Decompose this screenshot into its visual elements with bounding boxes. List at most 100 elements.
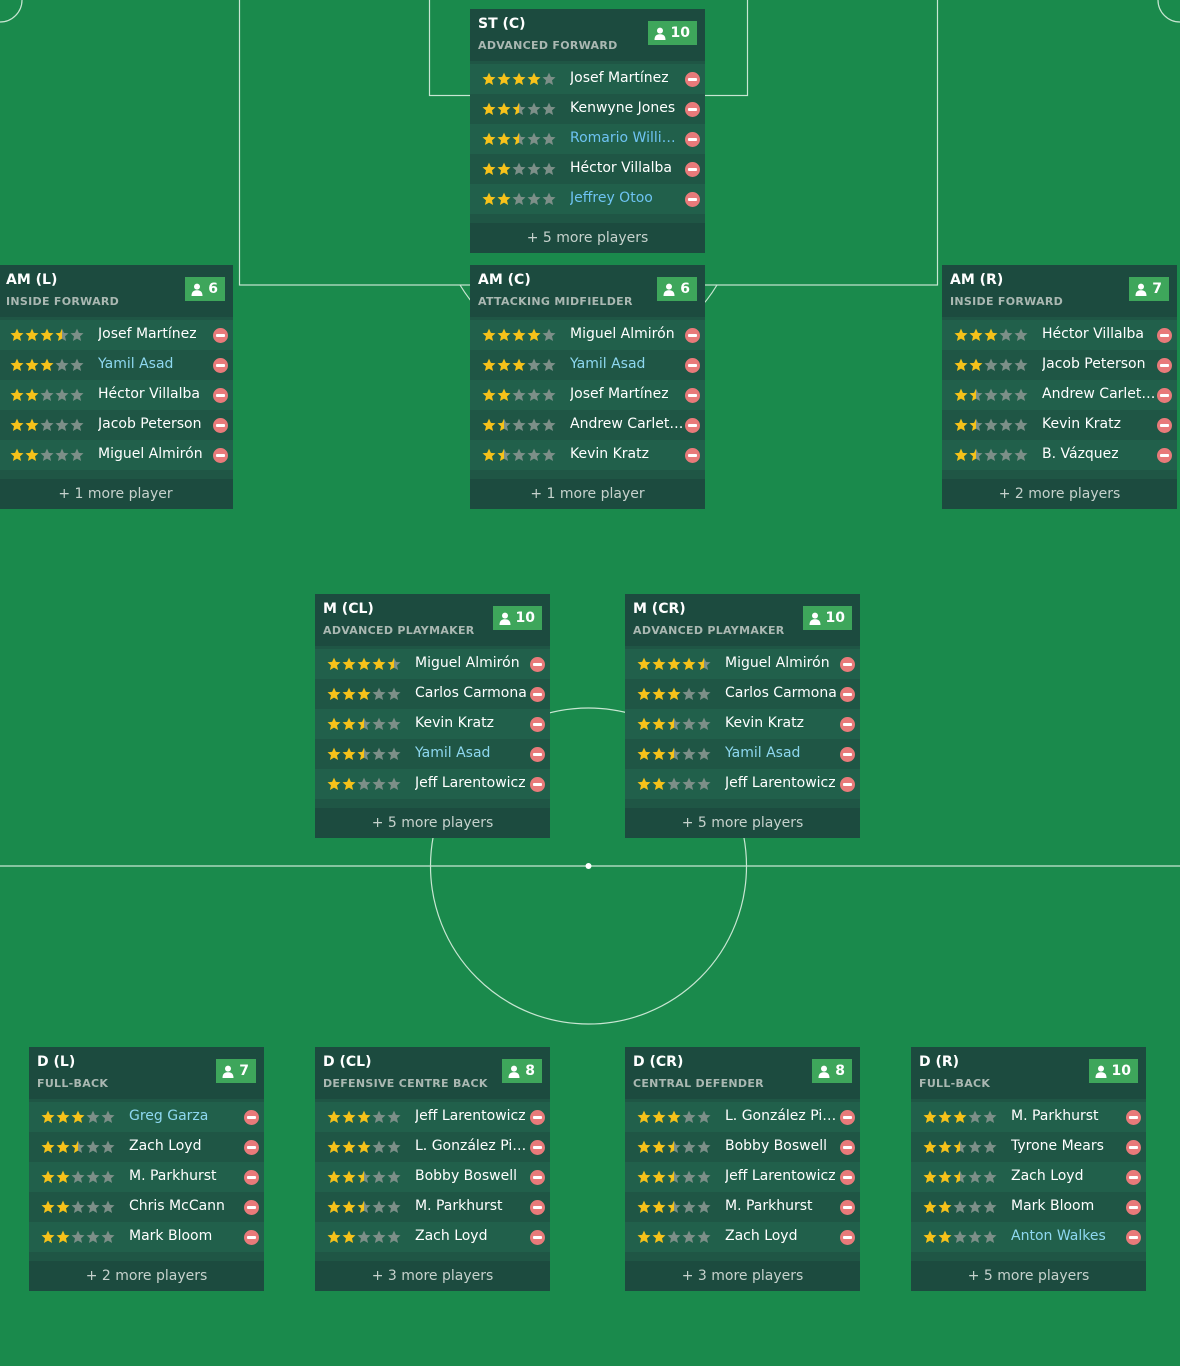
minus-circle-icon[interactable] [685, 388, 700, 403]
player-row[interactable]: Kevin Kratz [315, 709, 550, 739]
player-name[interactable]: Carlos Carmona [725, 685, 837, 701]
player-row[interactable]: Carlos Carmona [625, 679, 860, 709]
player-row[interactable]: Jeff Larentowicz [625, 1162, 860, 1192]
minus-circle-icon[interactable] [244, 1200, 259, 1215]
player-name[interactable]: Yamil Asad [98, 356, 174, 372]
player-row[interactable]: Yamil Asad [315, 739, 550, 769]
player-row[interactable]: Zach Loyd [625, 1222, 860, 1252]
minus-circle-icon[interactable] [840, 747, 855, 762]
minus-circle-icon[interactable] [1126, 1140, 1141, 1155]
minus-circle-icon[interactable] [530, 657, 545, 672]
player-name[interactable]: Bobby Boswell [725, 1138, 827, 1154]
minus-circle-icon[interactable] [685, 102, 700, 117]
player-name[interactable]: Romario Williams [570, 130, 684, 146]
player-name[interactable]: L. González Pir... [725, 1108, 839, 1124]
minus-circle-icon[interactable] [244, 1140, 259, 1155]
player-name[interactable]: Mark Bloom [1011, 1198, 1095, 1214]
player-name[interactable]: Zach Loyd [129, 1138, 202, 1154]
player-row[interactable]: Miguel Almirón [625, 649, 860, 679]
player-row[interactable]: Jeff Larentowicz [315, 1102, 550, 1132]
player-name[interactable]: L. González Pir... [415, 1138, 529, 1154]
player-name[interactable]: Jacob Peterson [1042, 356, 1146, 372]
minus-circle-icon[interactable] [530, 1110, 545, 1125]
player-name[interactable]: Jacob Peterson [98, 416, 202, 432]
player-count-badge[interactable]: 8 [502, 1059, 542, 1083]
player-name[interactable]: M. Parkhurst [415, 1198, 503, 1214]
player-row[interactable]: L. González Pir... [625, 1102, 860, 1132]
player-name[interactable]: Jeff Larentowicz [725, 775, 836, 791]
minus-circle-icon[interactable] [840, 717, 855, 732]
player-name[interactable]: Zach Loyd [1011, 1168, 1084, 1184]
player-name[interactable]: M. Parkhurst [129, 1168, 217, 1184]
minus-circle-icon[interactable] [530, 1140, 545, 1155]
player-row[interactable]: Bobby Boswell [315, 1162, 550, 1192]
minus-circle-icon[interactable] [1126, 1230, 1141, 1245]
player-name[interactable]: M. Parkhurst [1011, 1108, 1099, 1124]
player-count-badge[interactable]: 8 [812, 1059, 852, 1083]
player-row[interactable]: Josef Martínez [0, 320, 233, 350]
player-row[interactable]: Andrew Carleton [470, 410, 705, 440]
player-row[interactable]: Chris McCann [29, 1192, 264, 1222]
player-name[interactable]: Jeff Larentowicz [415, 1108, 526, 1124]
minus-circle-icon[interactable] [530, 717, 545, 732]
minus-circle-icon[interactable] [685, 162, 700, 177]
minus-circle-icon[interactable] [840, 1110, 855, 1125]
minus-circle-icon[interactable] [213, 328, 228, 343]
player-row[interactable]: M. Parkhurst [315, 1192, 550, 1222]
player-row[interactable]: Kenwyne Jones [470, 94, 705, 124]
player-row[interactable]: L. González Pir... [315, 1132, 550, 1162]
minus-circle-icon[interactable] [1126, 1110, 1141, 1125]
player-row[interactable]: Yamil Asad [0, 350, 233, 380]
player-row[interactable]: Yamil Asad [625, 739, 860, 769]
minus-circle-icon[interactable] [840, 1200, 855, 1215]
more-players-link[interactable]: + 3 more players [315, 1261, 550, 1291]
minus-circle-icon[interactable] [1157, 448, 1172, 463]
player-name[interactable]: Miguel Almirón [415, 655, 520, 671]
player-row[interactable]: Greg Garza [29, 1102, 264, 1132]
minus-circle-icon[interactable] [1157, 328, 1172, 343]
player-row[interactable]: Mark Bloom [29, 1222, 264, 1252]
more-players-link[interactable]: + 5 more players [911, 1261, 1146, 1291]
minus-circle-icon[interactable] [685, 72, 700, 87]
player-row[interactable]: Carlos Carmona [315, 679, 550, 709]
minus-circle-icon[interactable] [685, 448, 700, 463]
player-name[interactable]: Kevin Kratz [1042, 416, 1121, 432]
player-name[interactable]: Yamil Asad [725, 745, 801, 761]
player-row[interactable]: Miguel Almirón [470, 320, 705, 350]
player-row[interactable]: Josef Martínez [470, 380, 705, 410]
player-name[interactable]: Héctor Villalba [570, 160, 672, 176]
player-row[interactable]: Andrew Carleton [942, 380, 1177, 410]
minus-circle-icon[interactable] [685, 328, 700, 343]
player-row[interactable]: M. Parkhurst [911, 1102, 1146, 1132]
player-name[interactable]: Jeffrey Otoo [570, 190, 653, 206]
player-count-badge[interactable]: 7 [1129, 277, 1169, 301]
player-name[interactable]: Miguel Almirón [570, 326, 675, 342]
minus-circle-icon[interactable] [213, 448, 228, 463]
player-row[interactable]: Josef Martínez [470, 64, 705, 94]
player-name[interactable]: Zach Loyd [725, 1228, 798, 1244]
player-name[interactable]: B. Vázquez [1042, 446, 1119, 462]
minus-circle-icon[interactable] [1157, 358, 1172, 373]
player-name[interactable]: Yamil Asad [570, 356, 646, 372]
player-name[interactable]: Anton Walkes [1011, 1228, 1106, 1244]
player-name[interactable]: Andrew Carleton [570, 416, 684, 432]
more-players-link[interactable]: + 5 more players [470, 223, 705, 253]
player-row[interactable]: Zach Loyd [315, 1222, 550, 1252]
minus-circle-icon[interactable] [685, 418, 700, 433]
minus-circle-icon[interactable] [840, 1140, 855, 1155]
player-name[interactable]: Kenwyne Jones [570, 100, 676, 116]
player-name[interactable]: Kevin Kratz [725, 715, 804, 731]
player-row[interactable]: Romario Williams [470, 124, 705, 154]
minus-circle-icon[interactable] [530, 1170, 545, 1185]
player-row[interactable]: M. Parkhurst [29, 1162, 264, 1192]
player-name[interactable]: Héctor Villalba [1042, 326, 1144, 342]
player-name[interactable]: Héctor Villalba [98, 386, 200, 402]
player-count-badge[interactable]: 10 [492, 606, 542, 630]
player-row[interactable]: Kevin Kratz [942, 410, 1177, 440]
player-row[interactable]: Héctor Villalba [470, 154, 705, 184]
player-name[interactable]: Josef Martínez [570, 70, 669, 86]
minus-circle-icon[interactable] [685, 192, 700, 207]
player-name[interactable]: Jeff Larentowicz [725, 1168, 836, 1184]
player-name[interactable]: Josef Martínez [570, 386, 669, 402]
minus-circle-icon[interactable] [840, 687, 855, 702]
